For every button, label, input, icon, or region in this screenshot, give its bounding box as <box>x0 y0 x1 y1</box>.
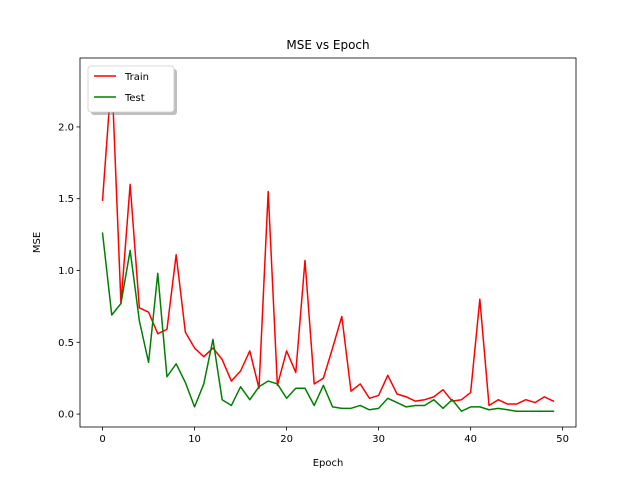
y-tick-label: 1.0 <box>58 266 74 277</box>
plot-area <box>101 73 555 412</box>
x-tick-label: 0 <box>99 434 105 445</box>
x-tick-label: 20 <box>280 434 293 445</box>
legend: Train Test <box>87 65 177 115</box>
x-tick-label: 10 <box>188 434 201 445</box>
y-tick-label: 0.5 <box>58 338 74 349</box>
series-line-test <box>101 232 555 412</box>
legend-label-test: Test <box>124 93 145 104</box>
y-axis-label: MSE <box>32 232 43 253</box>
plot-frame <box>79 57 577 428</box>
x-tick-label: 30 <box>372 434 385 445</box>
y-tick-label: 0.0 <box>58 410 74 421</box>
y-tick-label: 1.5 <box>58 194 74 205</box>
x-axis-label: Epoch <box>313 458 344 469</box>
x-tick-label: 50 <box>556 434 569 445</box>
series-line-train <box>101 73 555 407</box>
x-tick-label: 40 <box>464 434 477 445</box>
chart-title: MSE vs Epoch <box>286 38 369 52</box>
y-axis: 0.0 0.5 1.0 1.5 2.0 <box>58 122 80 421</box>
y-tick-label: 2.0 <box>58 122 74 133</box>
x-axis: 0 10 20 30 40 50 <box>99 427 569 445</box>
legend-box <box>87 65 175 113</box>
legend-label-train: Train <box>124 72 149 83</box>
